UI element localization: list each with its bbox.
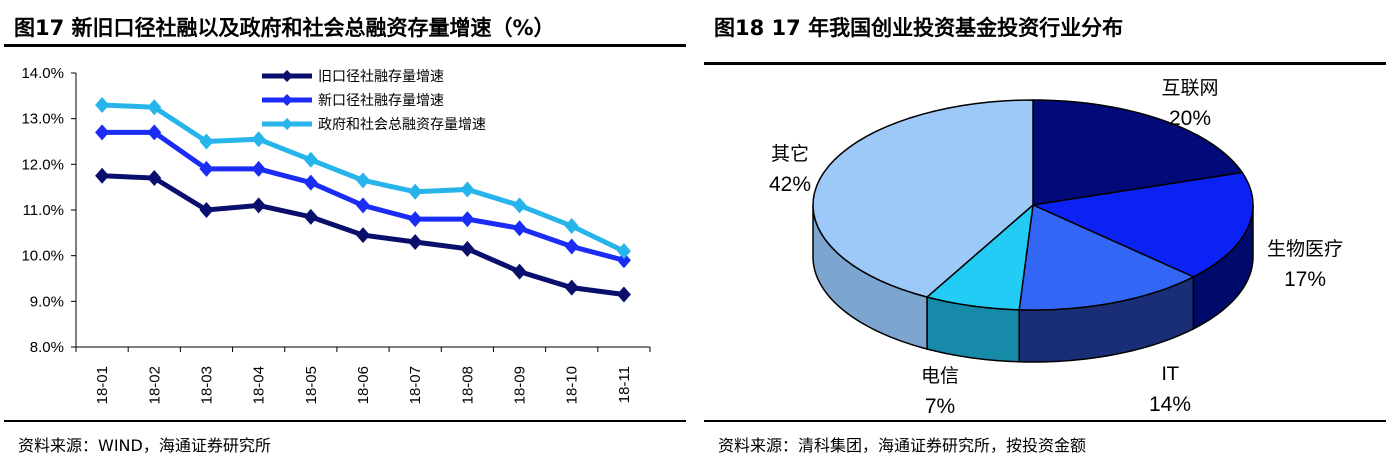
data-point: [564, 238, 579, 255]
right-panel: 图18 17 年我国创业投资基金投资行业分布 资料来源：清科集团，海通证券研究所…: [700, 0, 1390, 460]
data-point: [303, 151, 318, 168]
x-tick-label: 18-09: [512, 366, 529, 404]
x-tick-label: 18-07: [407, 366, 424, 404]
pie-slice-0: [1032, 99, 1244, 206]
x-tick-label: 18-08: [459, 366, 476, 404]
data-point: [512, 197, 527, 214]
data-point: [251, 160, 266, 177]
data-point: [199, 202, 214, 218]
data-point: [616, 286, 631, 303]
data-point: [564, 217, 579, 234]
legend-marker: [281, 118, 293, 130]
data-point: [147, 170, 162, 187]
y-tick-label: 13.0%: [21, 111, 64, 128]
data-point: [512, 220, 527, 237]
legend-marker: [281, 70, 293, 82]
x-tick-label: 18-11: [616, 366, 633, 403]
legend-marker: [281, 94, 293, 106]
data-point: [616, 243, 631, 260]
pie-slice-2: [1018, 203, 1196, 311]
data-point: [408, 233, 423, 250]
data-point: [512, 263, 527, 280]
data-point: [616, 252, 631, 269]
data-point: [356, 197, 370, 214]
pie-percent: 7%: [925, 395, 955, 418]
legend-label: 政府和社会总融资存量增速: [318, 117, 486, 133]
x-tick-label: 18-10: [564, 366, 581, 404]
data-point: [356, 172, 370, 189]
pie-percent: 20%: [1169, 107, 1211, 130]
divider: [704, 62, 1386, 65]
pie-slice-1: [1030, 171, 1254, 278]
pie-slice-3: [925, 203, 1035, 311]
pie-label: 其它: [771, 143, 809, 165]
divider: [4, 44, 686, 47]
x-tick-label: 18-04: [251, 366, 268, 404]
divider: [704, 420, 1386, 422]
y-tick-label: 12.0%: [21, 156, 64, 173]
left-chart-title: 图17 新旧口径社融以及政府和社会总融资存量增速（%）: [14, 16, 555, 40]
left-panel: 图17 新旧口径社融以及政府和社会总融资存量增速（%） 资料来源：WIND，海通…: [0, 0, 690, 460]
data-point: [564, 279, 579, 296]
y-tick-label: 10.0%: [21, 248, 64, 265]
y-tick-label: 11.0%: [23, 202, 64, 219]
data-point: [251, 197, 266, 214]
data-point: [408, 183, 423, 200]
x-tick-label: 18-05: [303, 366, 320, 404]
data-point: [460, 240, 475, 257]
data-point: [147, 99, 162, 116]
x-tick-label: 18-03: [198, 366, 215, 404]
pie-slice-4: [812, 99, 1034, 298]
pie-label: 生物医疗: [1267, 238, 1343, 260]
data-point: [408, 211, 423, 228]
pie-percent: 14%: [1149, 393, 1191, 416]
data-point: [303, 208, 318, 225]
data-point: [460, 211, 475, 228]
data-point: [199, 133, 214, 150]
x-tick-label: 18-01: [94, 366, 111, 404]
pie-label: 互联网: [1161, 77, 1218, 99]
divider: [4, 420, 686, 422]
x-tick-label: 18-02: [146, 366, 163, 404]
data-point: [303, 174, 318, 191]
x-tick-label: 18-06: [355, 366, 372, 404]
data-point: [95, 96, 110, 113]
pie-percent: 42%: [769, 173, 811, 196]
data-point: [95, 167, 110, 184]
data-point: [460, 181, 475, 198]
right-source: 资料来源：清科集团，海通证券研究所，按投资金额: [718, 436, 1087, 455]
data-point: [356, 227, 370, 244]
y-tick-label: 14.0%: [21, 65, 64, 82]
y-tick-label: 8.0%: [30, 339, 64, 356]
data-point: [199, 160, 214, 177]
data-point: [95, 124, 110, 141]
pie-label: 电信: [921, 365, 959, 387]
pie-label: IT: [1161, 363, 1179, 385]
data-point: [147, 124, 162, 141]
pie-percent: 17%: [1284, 268, 1326, 291]
legend-label: 新口径社融存量增速: [318, 93, 444, 109]
y-tick-label: 9.0%: [30, 293, 64, 310]
right-chart-title: 图18 17 年我国创业投资基金投资行业分布: [714, 16, 1124, 40]
legend-label: 旧口径社融存量增速: [318, 69, 444, 85]
left-source: 资料来源：WIND，海通证券研究所: [18, 436, 271, 455]
data-point: [251, 131, 266, 148]
